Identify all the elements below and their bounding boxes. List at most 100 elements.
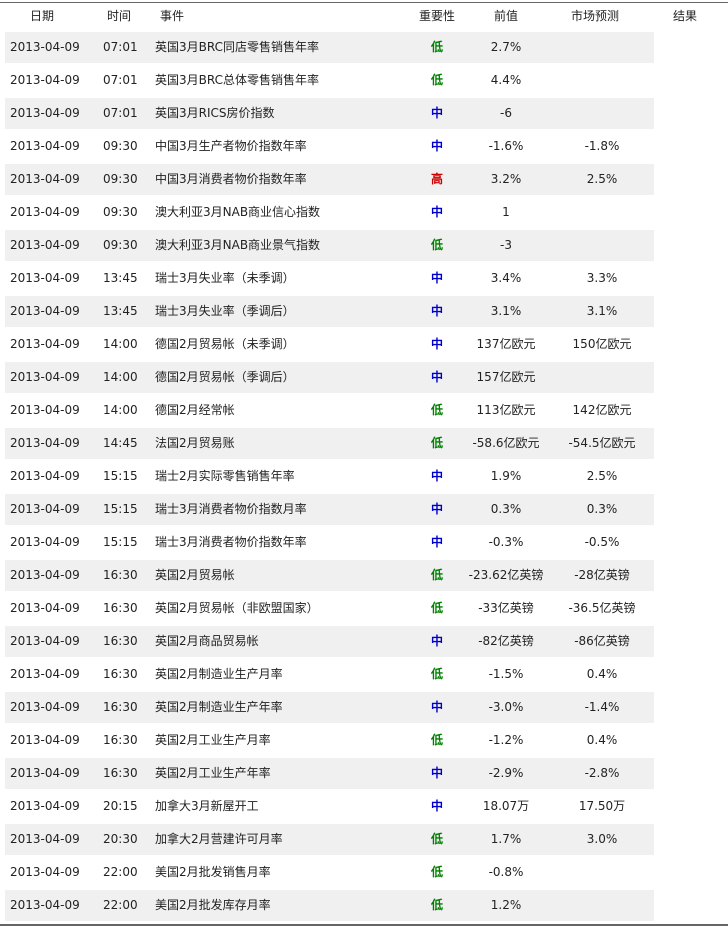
cell-time: 13:45 <box>103 304 138 318</box>
table-row: 2013-04-09 14:00 德国2月贸易帐（季调后） 中 157亿欧元 <box>0 362 728 395</box>
cell-importance: 中 <box>430 106 443 120</box>
cell-event: 美国2月批发销售月率 <box>155 865 271 879</box>
cell-previous: -1.5% <box>488 667 524 681</box>
cell-previous: 3.4% <box>490 271 522 285</box>
cell-time: 22:00 <box>103 865 138 879</box>
cell-importance: 低 <box>430 832 443 846</box>
cell-previous: 137亿欧元 <box>476 337 536 351</box>
cell-time: 20:15 <box>103 799 138 813</box>
cell-forecast: -36.5亿英镑 <box>568 601 636 615</box>
cell-time: 07:01 <box>103 73 138 87</box>
cell-previous: -58.6亿欧元 <box>472 436 540 450</box>
cell-event: 瑞士2月实际零售销售年率 <box>155 469 295 483</box>
table-row: 2013-04-09 22:00 美国2月批发销售月率 低 -0.8% <box>0 857 728 890</box>
row-background <box>5 362 654 393</box>
cell-date: 2013-04-09 <box>10 304 80 318</box>
cell-event: 英国3月BRC总体零售销售年率 <box>155 73 319 87</box>
cell-event: 美国2月批发库存月率 <box>155 898 271 912</box>
cell-date: 2013-04-09 <box>10 898 80 912</box>
cell-time: 15:15 <box>103 469 138 483</box>
table-header: 日期 时间 事件 重要性 前值 市场预测 结果 <box>0 3 728 31</box>
cell-time: 16:30 <box>103 733 138 747</box>
row-background <box>5 824 654 855</box>
cell-date: 2013-04-09 <box>10 799 80 813</box>
cell-event: 加拿大2月营建许可月率 <box>155 832 283 846</box>
table-row: 2013-04-09 16:30 英国2月工业生产年率 中 -2.9% -2.8% <box>0 758 728 791</box>
table-row: 2013-04-09 16:30 英国2月贸易帐（非欧盟国家） 低 -33亿英镑 -36.… <box>0 593 728 626</box>
cell-event: 英国2月工业生产月率 <box>155 733 271 747</box>
cell-date: 2013-04-09 <box>10 172 80 186</box>
cell-importance: 低 <box>430 40 443 54</box>
cell-event: 澳大利亚3月NAB商业信心指数 <box>155 205 321 219</box>
cell-previous: -0.8% <box>488 865 524 879</box>
cell-previous: 4.4% <box>490 73 522 87</box>
cell-date: 2013-04-09 <box>10 139 80 153</box>
row-background <box>5 32 654 63</box>
cell-time: 16:30 <box>103 766 138 780</box>
cell-event: 瑞士3月失业率（季调后） <box>155 304 295 318</box>
row-background <box>5 692 654 723</box>
table-row: 2013-04-09 09:30 澳大利亚3月NAB商业信心指数 中 1 <box>0 197 728 230</box>
cell-previous: -3 <box>500 238 512 252</box>
cell-date: 2013-04-09 <box>10 238 80 252</box>
cell-time: 09:30 <box>103 205 138 219</box>
cell-event: 德国2月经常帐 <box>155 403 235 417</box>
cell-date: 2013-04-09 <box>10 370 80 384</box>
cell-previous: 18.07万 <box>482 799 530 813</box>
cell-forecast: -86亿英镑 <box>574 634 630 648</box>
cell-previous: -82亿英镑 <box>478 634 534 648</box>
cell-event: 英国3月RICS房价指数 <box>155 106 275 120</box>
cell-forecast: -2.8% <box>584 766 620 780</box>
cell-date: 2013-04-09 <box>10 601 80 615</box>
table-row: 2013-04-09 16:30 英国2月制造业生产年率 中 -3.0% -1.4% <box>0 692 728 725</box>
cell-forecast: 2.5% <box>586 172 618 186</box>
cell-previous: -2.9% <box>488 766 524 780</box>
cell-previous: 3.1% <box>490 304 522 318</box>
cell-time: 15:15 <box>103 502 138 516</box>
header-date: 日期 <box>30 9 55 23</box>
row-background <box>5 230 654 261</box>
cell-event: 英国2月贸易帐（非欧盟国家） <box>155 601 319 615</box>
cell-previous: 113亿欧元 <box>476 403 536 417</box>
table-row: 2013-04-09 09:30 澳大利亚3月NAB商业景气指数 低 -3 <box>0 230 728 263</box>
header-time: 时间 <box>107 9 132 23</box>
table-row: 2013-04-09 20:15 加拿大3月新屋开工 中 18.07万 17.50万 <box>0 791 728 824</box>
cell-time: 16:30 <box>103 667 138 681</box>
cell-time: 14:00 <box>103 403 138 417</box>
header-forecast: 市场预测 <box>570 9 619 23</box>
cell-time: 09:30 <box>103 238 138 252</box>
cell-date: 2013-04-09 <box>10 865 80 879</box>
cell-importance: 中 <box>430 139 443 153</box>
table-row: 2013-04-09 16:30 英国2月制造业生产月率 低 -1.5% 0.4% <box>0 659 728 692</box>
cell-forecast: 17.50万 <box>578 799 626 813</box>
table-row: 2013-04-09 14:00 德国2月经常帐 低 113亿欧元 142亿欧元 <box>0 395 728 428</box>
cell-importance: 中 <box>430 469 443 483</box>
cell-previous: -1.2% <box>488 733 524 747</box>
cell-time: 14:00 <box>103 370 138 384</box>
cell-importance: 低 <box>430 667 443 681</box>
cell-time: 09:30 <box>103 172 138 186</box>
cell-previous: -23.62亿英镑 <box>468 568 544 582</box>
top-divider <box>0 2 728 3</box>
cell-date: 2013-04-09 <box>10 766 80 780</box>
cell-forecast: 0.3% <box>586 502 618 516</box>
cell-time: 13:45 <box>103 271 138 285</box>
cell-previous: 1.9% <box>490 469 522 483</box>
cell-date: 2013-04-09 <box>10 436 80 450</box>
table-row: 2013-04-09 13:45 瑞士3月失业率（未季调） 中 3.4% 3.3% <box>0 263 728 296</box>
cell-importance: 中 <box>430 502 443 516</box>
cell-date: 2013-04-09 <box>10 106 80 120</box>
cell-time: 07:01 <box>103 40 138 54</box>
cell-event: 瑞士3月消费者物价指数月率 <box>155 502 307 516</box>
cell-forecast: -1.4% <box>584 700 620 714</box>
table-row: 2013-04-09 20:30 加拿大2月营建许可月率 低 1.7% 3.0% <box>0 824 728 857</box>
header-importance: 重要性 <box>418 9 455 23</box>
cell-time: 14:45 <box>103 436 138 450</box>
cell-forecast: 2.5% <box>586 469 618 483</box>
header-previous: 前值 <box>493 9 518 23</box>
table-row: 2013-04-09 16:30 英国2月工业生产月率 低 -1.2% 0.4% <box>0 725 728 758</box>
cell-time: 16:30 <box>103 700 138 714</box>
table-row: 2013-04-09 16:30 英国2月商品贸易帐 中 -82亿英镑 -86亿英镑 <box>0 626 728 659</box>
cell-previous: -33亿英镑 <box>478 601 534 615</box>
cell-importance: 中 <box>430 370 443 384</box>
